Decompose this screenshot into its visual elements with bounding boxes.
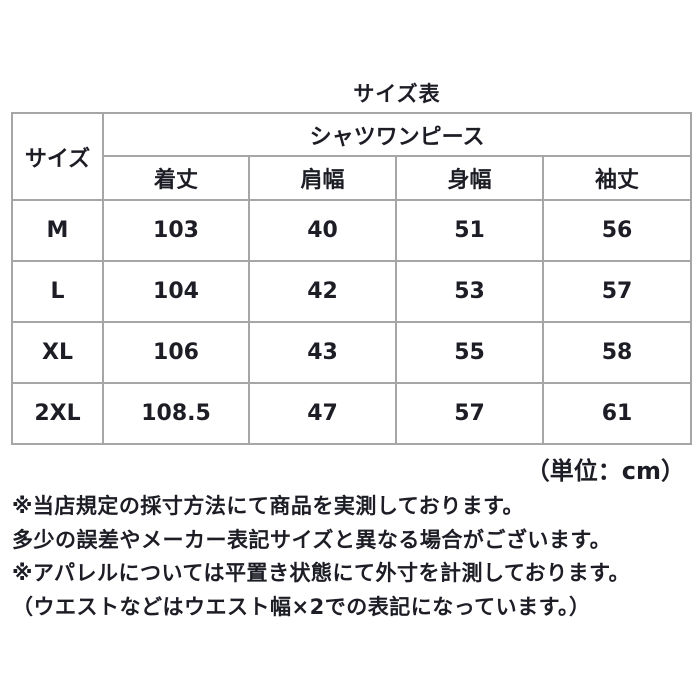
note-line-flat-measurement: ※アパレルについては平置き状態にて外寸を計測しております。 — [12, 561, 631, 585]
measurement-cell: 53 — [395, 260, 544, 323]
header-shoulder-width: 肩幅 — [248, 155, 397, 201]
measurement-cell: 61 — [541, 382, 693, 445]
measurement-cell: 104 — [102, 260, 250, 323]
measurement-cell: 42 — [248, 260, 397, 323]
page-title: サイズ表 — [353, 82, 441, 106]
measurement-cell: 55 — [395, 321, 544, 384]
size-cell: M — [11, 199, 104, 262]
table-row-xl: XL 106 43 55 58 — [11, 321, 693, 384]
table-row-m: M 103 40 51 56 — [11, 199, 693, 262]
measurement-cell: 40 — [248, 199, 397, 262]
product-name-header: シャツワンピース — [101, 112, 693, 157]
measurement-cell: 103 — [102, 199, 250, 262]
size-table: サイズ シャツワンピース 着丈 肩幅 身幅 袖丈 M 103 40 51 56 … — [11, 112, 693, 445]
measurement-cell: 108.5 — [102, 382, 250, 445]
measurement-cell: 56 — [541, 199, 693, 262]
size-column-header: サイズ — [11, 112, 104, 201]
header-sleeve-length: 袖丈 — [541, 155, 693, 201]
note-line-tolerance: 多少の誤差やメーカー表記サイズと異なる場合がございます。 — [12, 527, 612, 552]
measurement-cell: 47 — [248, 382, 397, 445]
unit-note: （単位：cm） — [525, 457, 685, 485]
measurement-cell: 57 — [541, 260, 693, 323]
header-body-length: 着丈 — [102, 155, 250, 201]
measurement-cell: 58 — [541, 321, 693, 384]
measurement-notes: ※当店規定の採寸方法にて商品を実測しております。 多少の誤差やメーカー表記サイズ… — [12, 490, 688, 624]
note-line-measuring-method: ※当店規定の採寸方法にて商品を実測しております。 — [12, 494, 525, 518]
measurement-cell: 43 — [248, 321, 397, 384]
size-cell: L — [11, 260, 104, 323]
measurement-cell: 51 — [395, 199, 544, 262]
table-row-l: L 104 42 53 57 — [11, 260, 693, 323]
table-header-row-product: サイズ シャツワンピース — [11, 112, 693, 201]
size-cell: 2XL — [11, 382, 104, 445]
measurement-cell: 57 — [395, 382, 544, 445]
size-cell: XL — [11, 321, 104, 384]
note-line-waist-notation: （ウエストなどはウエスト幅×2での表記になっています。） — [12, 594, 591, 619]
header-body-width: 身幅 — [395, 155, 544, 201]
table-header-row-measurements: 着丈 肩幅 身幅 袖丈 — [12, 155, 693, 201]
table-row-2xl: 2XL 108.5 47 57 61 — [11, 382, 693, 445]
measurement-cell: 106 — [102, 321, 250, 384]
